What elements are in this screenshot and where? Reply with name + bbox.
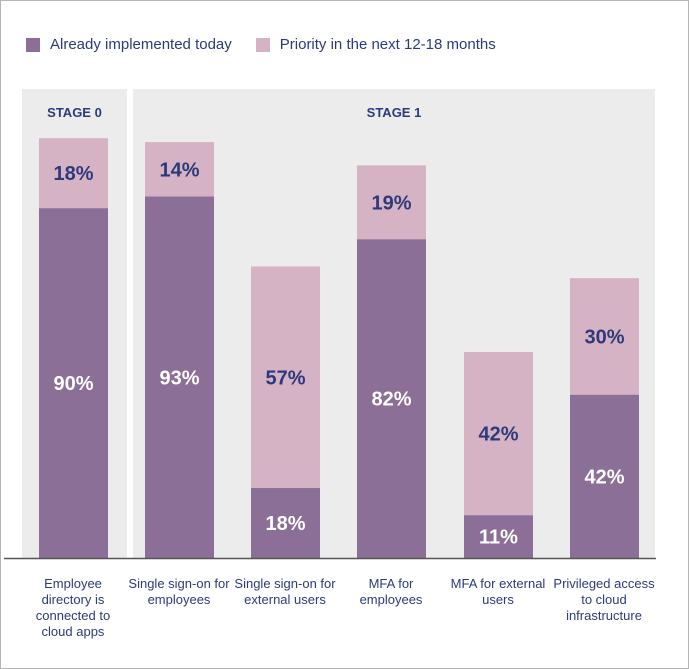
bar-segment-implemented (251, 488, 320, 558)
data-label-implemented: 93% (159, 367, 199, 389)
bar-segment-implemented (39, 208, 108, 559)
bar-segment-implemented (357, 239, 426, 559)
bar-segment-priority (251, 266, 320, 489)
category-label: MFA for external users (450, 576, 546, 607)
data-label-priority: 18% (53, 163, 93, 185)
bar-segment-priority (357, 165, 426, 240)
data-label-implemented: 42% (584, 466, 624, 488)
bar-segment-implemented (145, 196, 214, 558)
bar-segment-priority (145, 142, 214, 197)
data-label-implemented: 11% (479, 527, 518, 549)
data-label-implemented: 82% (371, 389, 411, 411)
legend-swatch-priority (255, 37, 270, 52)
data-label-priority: 42% (478, 424, 518, 446)
data-label-implemented: 18% (265, 513, 305, 535)
bar-segment-priority (570, 278, 639, 395)
stage-label: STAGE 0 (47, 105, 102, 120)
bar-segment-priority (39, 138, 108, 209)
legend-label-priority: Priority in the next 12-18 months (279, 36, 496, 53)
legend-label-implemented: Already implemented today (50, 36, 232, 53)
legend-item-priority: Priority in the next 12-18 months (255, 36, 496, 53)
data-label-priority: 30% (584, 326, 624, 348)
stage-label: STAGE 1 (367, 105, 422, 120)
category-label: Privileged access to cloud infrastructur… (553, 576, 655, 623)
category-label: Employee directory is connected to cloud… (35, 576, 111, 639)
legend-swatch-implemented (26, 37, 40, 52)
bar-segment-implemented (464, 515, 533, 558)
category-label: Single sign-on for external users (234, 576, 336, 607)
legend-item-implemented: Already implemented today (26, 36, 232, 53)
data-label-implemented: 90% (53, 373, 93, 395)
category-label: Single sign-on for employees (128, 576, 230, 607)
data-label-priority: 19% (371, 192, 411, 214)
category-label: MFA for employees (359, 576, 423, 607)
data-label-priority: 57% (265, 367, 305, 389)
bar-segment-priority (464, 351, 533, 516)
data-label-priority: 14% (159, 159, 199, 181)
legend: Already implemented today Priority in th… (26, 36, 520, 53)
bar-segment-implemented (570, 394, 639, 558)
